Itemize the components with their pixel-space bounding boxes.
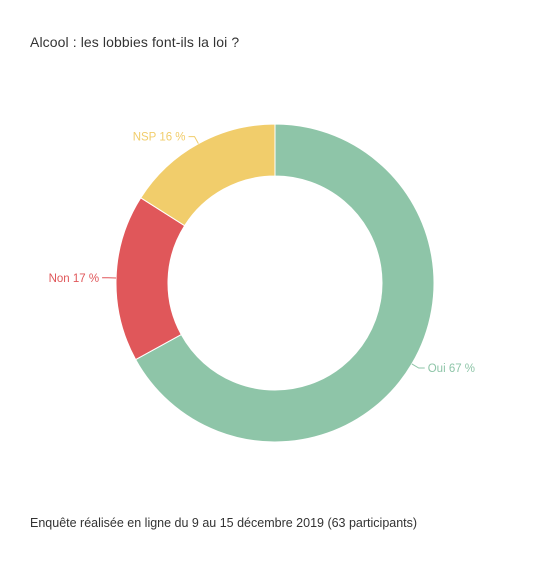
slice-label-non: Non 17 % — [49, 273, 100, 285]
slice-label-oui: Oui 67 % — [428, 363, 475, 375]
labels-layer: Oui 67 % Non 17 % NSP 16 % — [49, 132, 475, 375]
slices-layer — [115, 123, 435, 443]
slice-oui[interactable] — [134, 123, 435, 443]
chart-footer: Enquête réalisée en ligne du 9 au 15 déc… — [30, 516, 418, 530]
leader-line-nsp — [188, 136, 199, 144]
slice-label-nsp: NSP 16 % — [133, 132, 186, 144]
slice-nsp[interactable] — [140, 123, 276, 227]
leader-line-oui — [411, 363, 425, 369]
chart-title: Alcool : les lobbies font-ils la loi ? — [30, 34, 240, 50]
slice-non[interactable] — [115, 197, 186, 361]
